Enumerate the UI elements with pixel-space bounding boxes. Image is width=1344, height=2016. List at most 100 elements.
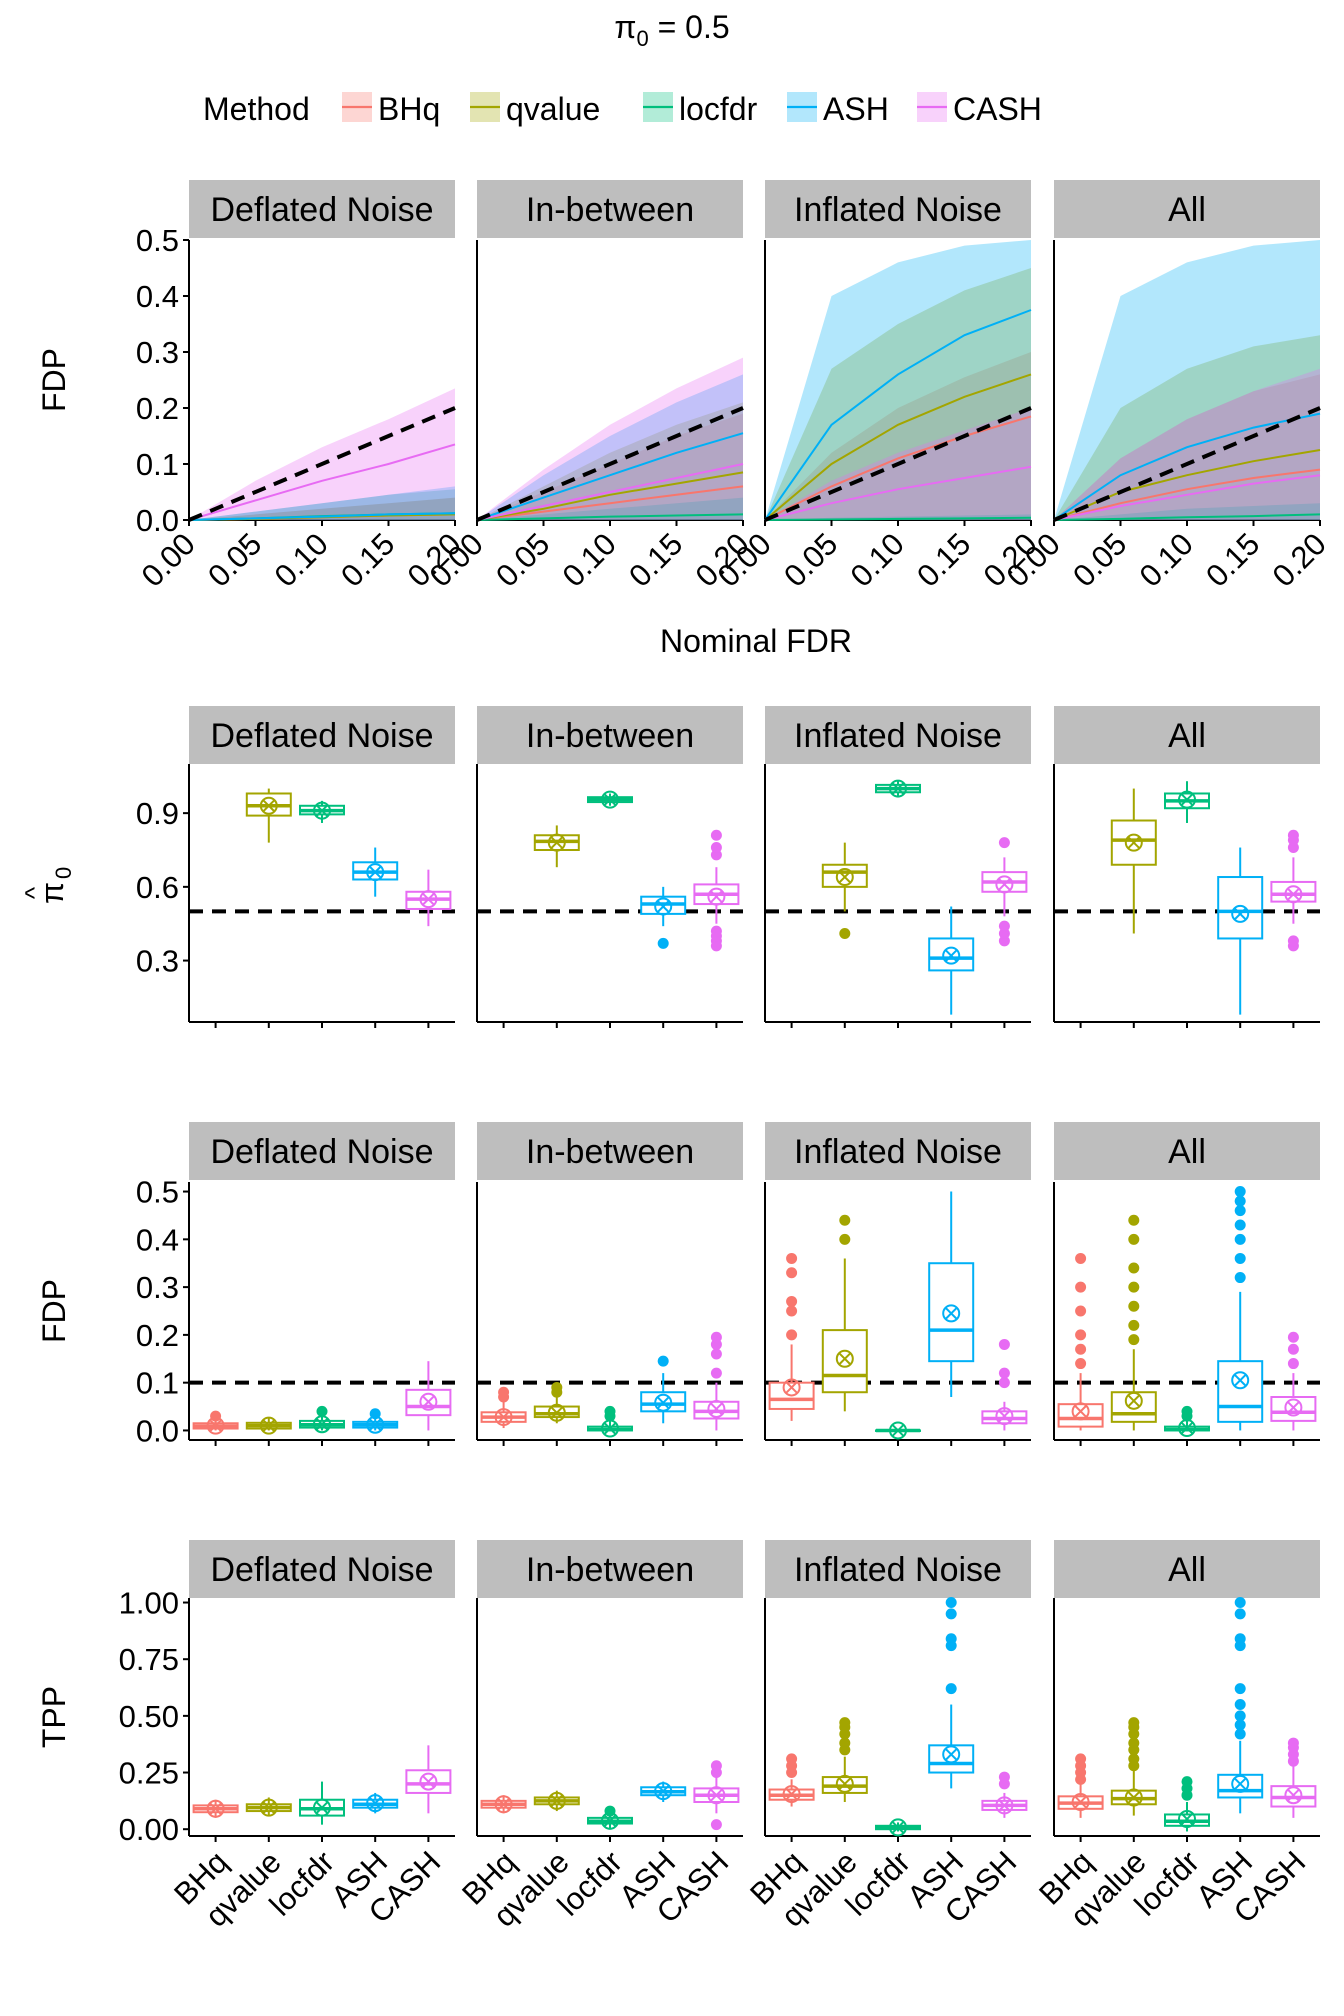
fdp-curve-panel: 0.00 0.05 0.10 0.15 0.20 <box>423 357 756 594</box>
x-tick-label: 0.10 <box>268 526 335 593</box>
box-panel <box>1054 1186 1320 1446</box>
mean-marker-cross <box>1233 1373 1247 1387</box>
y-tick-label: 0.2 <box>136 1318 179 1353</box>
outlier-point <box>786 1295 798 1307</box>
box-qvalue <box>1110 1717 1157 1816</box>
mean-marker <box>707 887 726 906</box>
outlier-point <box>1234 1252 1246 1264</box>
outlier-point <box>1234 1633 1246 1645</box>
box-cash <box>981 1338 1028 1431</box>
fdp-band-cash <box>1054 368 1320 520</box>
facet-label: All <box>1168 1551 1206 1589</box>
mean-marker <box>547 833 566 852</box>
mean-marker-cross <box>497 1797 510 1811</box>
y-tick-label: 0.00 <box>119 1812 179 1847</box>
mean-marker-cross <box>1127 1791 1141 1804</box>
legend-label-qvalue: qvalue <box>506 91 600 127</box>
fdp-line-cash <box>1053 474 1321 521</box>
fdp-line-ash <box>764 309 1032 521</box>
facet-label: Deflated Noise <box>210 191 433 229</box>
box-ash <box>1217 847 1264 1015</box>
mean-marker-cross <box>315 1801 329 1814</box>
box-panel <box>765 779 1031 1028</box>
fdp-curve-panel: 0.00 0.05 0.10 0.15 0.20 <box>1000 240 1333 594</box>
y-axis-title-fdp-curve: FDP <box>36 348 72 412</box>
facet-strip <box>477 1122 743 1180</box>
mean-marker-cross <box>315 1417 329 1431</box>
facet-strip <box>189 706 455 764</box>
fdp-band-qvalue <box>1054 335 1320 520</box>
outlier-point <box>1128 1753 1140 1765</box>
box-panel <box>765 1191 1031 1446</box>
mean-marker-cross <box>891 782 905 795</box>
mean-marker <box>1284 885 1303 904</box>
x-axis-title-nominal-fdr: Nominal FDR <box>660 623 852 659</box>
box-panel <box>189 1361 455 1446</box>
box-locfdr <box>1164 781 1210 823</box>
fdp-band-ash <box>189 486 455 520</box>
mean-marker <box>259 1416 278 1435</box>
outlier-point <box>839 1717 851 1729</box>
facet-label: Inflated Noise <box>794 1133 1002 1171</box>
outlier-point <box>998 837 1010 849</box>
box-locfdr <box>875 779 921 798</box>
box-locfdr <box>1164 1776 1210 1832</box>
reference-dashed-line <box>764 406 1032 522</box>
reference-dashed-line <box>476 406 744 522</box>
mean-marker-cross <box>262 1801 276 1814</box>
y-axis-title-tpp: TPP <box>36 1686 72 1748</box>
box-bhq <box>192 1410 239 1435</box>
x-tick-label: 0.05 <box>489 526 556 593</box>
mean-marker-cross <box>838 870 852 884</box>
x-tick-label: 0.20 <box>1266 526 1333 593</box>
facet-strip <box>189 180 455 238</box>
outlier-point <box>1287 1343 1299 1355</box>
box-cash <box>1270 829 1317 952</box>
box-qvalue <box>245 1797 292 1817</box>
mean-marker-cross <box>368 865 382 879</box>
mean-marker-cross <box>1180 1421 1194 1435</box>
mean-marker-cross <box>1074 1405 1087 1418</box>
outlier-point <box>604 1805 616 1817</box>
box-bhq <box>768 1753 815 1807</box>
y-tick-label: 0.25 <box>119 1756 179 1791</box>
y-tick-label: 0.3 <box>136 1270 179 1305</box>
box-panel <box>1054 781 1320 1028</box>
fdp-band-locfdr <box>189 489 455 520</box>
box-cash <box>981 837 1028 947</box>
box-iqr <box>1217 1773 1264 1799</box>
outlier-point <box>839 1737 851 1749</box>
facet-label: All <box>1168 1133 1206 1171</box>
mean-marker-cross <box>422 1395 435 1409</box>
fdp-line-ash <box>188 512 456 521</box>
box-cash <box>693 1760 740 1831</box>
box-qvalue <box>1110 1214 1157 1431</box>
outlier-point <box>1075 1343 1087 1355</box>
mean-marker-cross <box>656 900 670 913</box>
box-locfdr <box>587 1405 633 1438</box>
mean-marker-cross <box>550 836 564 849</box>
box-qvalue <box>245 788 292 843</box>
mean-marker-cross <box>944 1748 958 1761</box>
mean-marker <box>259 796 278 815</box>
fdp-curve-panel: 0.00 0.05 0.10 0.15 0.20 <box>135 388 468 594</box>
figure-title: π0 = 0.5 <box>614 9 729 51</box>
mean-marker <box>366 863 385 882</box>
mean-marker-cross <box>497 1410 510 1424</box>
outlier-point <box>710 842 722 854</box>
box-ash <box>1217 1597 1264 1814</box>
box-qvalue <box>821 1717 868 1802</box>
y-tick-label: 0.75 <box>119 1642 179 1677</box>
mean-marker <box>494 1408 513 1427</box>
box-qvalue <box>821 842 868 940</box>
facet-strip <box>1054 180 1320 238</box>
y-tick-label: 0.1 <box>136 447 179 482</box>
outlier-point <box>1234 1683 1246 1695</box>
mean-marker <box>1178 790 1196 809</box>
title-subscript: 0 <box>636 26 648 51</box>
outlier-point <box>1075 1358 1087 1370</box>
outlier-point <box>316 1405 328 1417</box>
outlier-point <box>710 1760 722 1772</box>
